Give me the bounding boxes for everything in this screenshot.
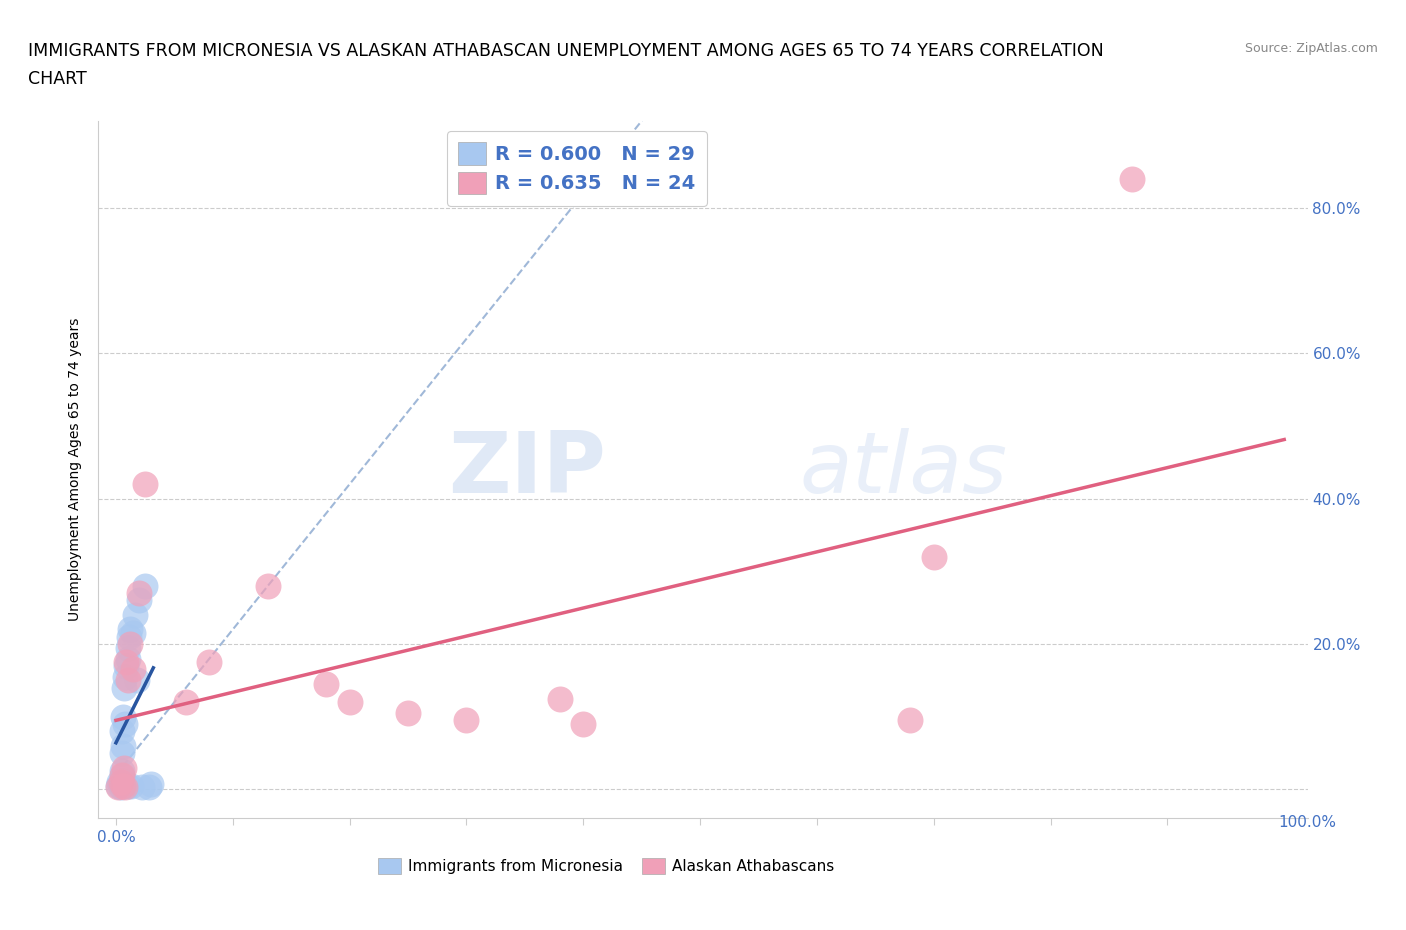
Point — [134, 578, 156, 593]
Legend: Immigrants from Micronesia, Alaskan Athabascans: Immigrants from Micronesia, Alaskan Atha… — [371, 852, 841, 881]
Point — [111, 767, 134, 782]
Point — [117, 640, 139, 655]
Point — [339, 695, 361, 710]
Point — [118, 622, 141, 637]
Point — [572, 716, 595, 731]
Point — [118, 630, 141, 644]
Text: CHART: CHART — [28, 70, 87, 87]
Text: 100.0%: 100.0% — [1278, 815, 1337, 830]
Point — [115, 658, 138, 673]
Point — [256, 578, 278, 593]
Text: IMMIGRANTS FROM MICRONESIA VS ALASKAN ATHABASCAN UNEMPLOYMENT AMONG AGES 65 TO 7: IMMIGRANTS FROM MICRONESIA VS ALASKAN AT… — [28, 42, 1104, 60]
Point — [111, 710, 134, 724]
Point — [122, 662, 145, 677]
Point — [111, 738, 134, 753]
Point — [120, 778, 142, 793]
Point — [131, 779, 153, 794]
Text: ZIP: ZIP — [449, 428, 606, 512]
Point — [396, 706, 419, 721]
Point — [110, 775, 132, 790]
Point — [548, 691, 571, 706]
Y-axis label: Unemployment Among Ages 65 to 74 years: Unemployment Among Ages 65 to 74 years — [69, 318, 83, 621]
Point — [128, 586, 150, 601]
Point — [114, 779, 136, 794]
Point — [114, 670, 136, 684]
Point — [128, 593, 150, 608]
Point — [111, 776, 134, 790]
Point — [114, 716, 136, 731]
Point — [124, 607, 146, 622]
Point — [111, 778, 134, 793]
Point — [198, 655, 221, 670]
Point — [1121, 172, 1143, 187]
Point — [117, 651, 139, 666]
Point — [107, 778, 129, 793]
Point — [112, 680, 135, 695]
Point — [108, 775, 131, 790]
Point — [117, 778, 139, 793]
Point — [134, 477, 156, 492]
Point — [315, 676, 337, 691]
Point — [922, 550, 945, 565]
Point — [112, 760, 135, 775]
Point — [111, 773, 134, 788]
Point — [115, 655, 138, 670]
Point — [118, 637, 141, 652]
Point — [111, 764, 134, 778]
Text: atlas: atlas — [800, 428, 1008, 512]
Point — [111, 724, 134, 738]
Point — [456, 713, 478, 728]
Point — [138, 779, 160, 794]
Point — [111, 769, 134, 784]
Point — [107, 779, 129, 794]
Point — [125, 673, 148, 688]
Point — [122, 626, 145, 641]
Point — [117, 673, 139, 688]
Point — [174, 695, 197, 710]
Text: Source: ZipAtlas.com: Source: ZipAtlas.com — [1244, 42, 1378, 55]
Point — [898, 713, 921, 728]
Point — [139, 777, 162, 791]
Point — [111, 746, 134, 761]
Point — [110, 779, 132, 794]
